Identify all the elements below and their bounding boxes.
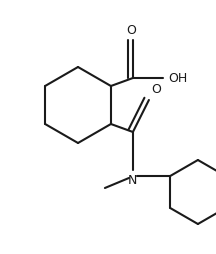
Text: OH: OH (168, 71, 187, 85)
Text: O: O (151, 83, 161, 96)
Text: N: N (128, 174, 138, 187)
Text: O: O (126, 24, 136, 37)
